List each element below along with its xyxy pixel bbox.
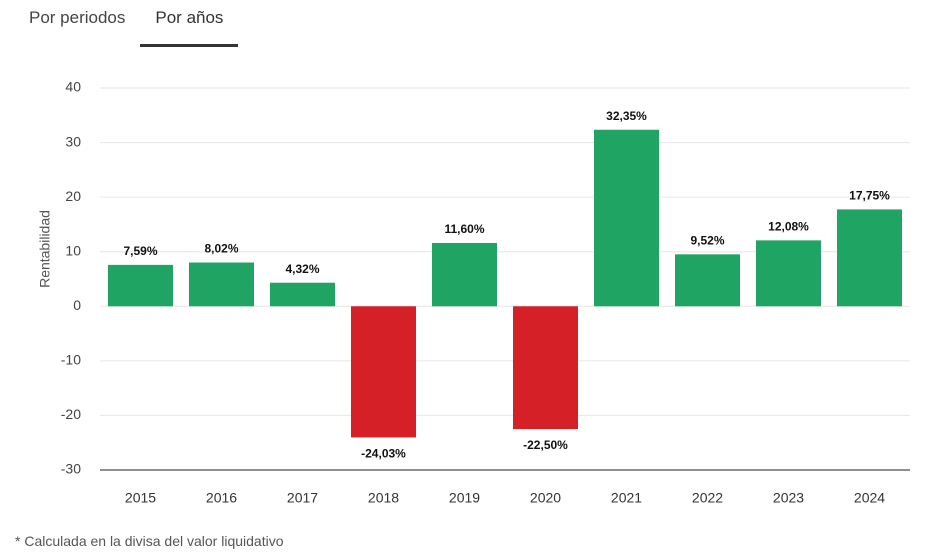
bar xyxy=(756,240,821,307)
x-tick-label: 2021 xyxy=(611,490,642,506)
y-tick-label: 10 xyxy=(65,242,81,258)
y-tick-label: 0 xyxy=(73,297,81,313)
x-tick-label: 2018 xyxy=(368,490,399,506)
bar xyxy=(270,282,335,307)
bar xyxy=(594,129,659,307)
bar-value-label: 12,08% xyxy=(768,220,809,234)
bar xyxy=(189,262,254,307)
bar xyxy=(675,254,740,307)
bar-value-label: -22,50% xyxy=(523,438,568,452)
bar xyxy=(837,209,902,307)
bar-value-label: 8,02% xyxy=(204,242,238,256)
returns-bar-chart: Rentabilidad 40 30 20 10 0 -10 -20 -30 7,59% 2015 8… xyxy=(37,79,910,506)
x-tick-label: 2016 xyxy=(206,490,237,506)
bar xyxy=(513,306,578,430)
x-tick-label: 2017 xyxy=(287,490,318,506)
x-tick-label: 2019 xyxy=(449,490,480,506)
bar-value-label: -24,03% xyxy=(361,447,406,461)
bar-value-label: 4,32% xyxy=(285,262,319,276)
x-tick-label: 2024 xyxy=(854,490,885,506)
bar xyxy=(351,306,416,438)
x-tick-label: 2020 xyxy=(530,490,561,506)
bar-value-label: 9,52% xyxy=(690,234,724,248)
x-tick-label: 2023 xyxy=(773,490,804,506)
bar-value-label: 11,60% xyxy=(444,222,484,236)
footnote: * Calculada en la divisa del valor liqui… xyxy=(15,533,284,549)
y-axis-label: Rentabilidad xyxy=(37,210,53,288)
y-tick-label: 30 xyxy=(65,133,81,149)
y-tick-label: -10 xyxy=(61,352,81,368)
y-tick-label: -20 xyxy=(61,406,81,422)
x-tick-label: 2022 xyxy=(692,490,723,506)
tab-por-periodos[interactable]: Por periodos xyxy=(29,8,126,27)
period-tabs: Por periodos Por años xyxy=(14,0,239,47)
bar-value-label: 32,35% xyxy=(606,109,647,123)
y-tick-label: -30 xyxy=(61,461,81,477)
y-tick-label: 40 xyxy=(65,79,81,95)
tab-por-anos[interactable]: Por años xyxy=(140,0,239,47)
y-tick-label: 20 xyxy=(65,188,81,204)
bar xyxy=(108,264,173,307)
bar xyxy=(432,242,497,307)
x-tick-label: 2015 xyxy=(125,490,156,506)
bar-value-label: 17,75% xyxy=(849,189,890,203)
bar-value-label: 7,59% xyxy=(123,244,157,258)
